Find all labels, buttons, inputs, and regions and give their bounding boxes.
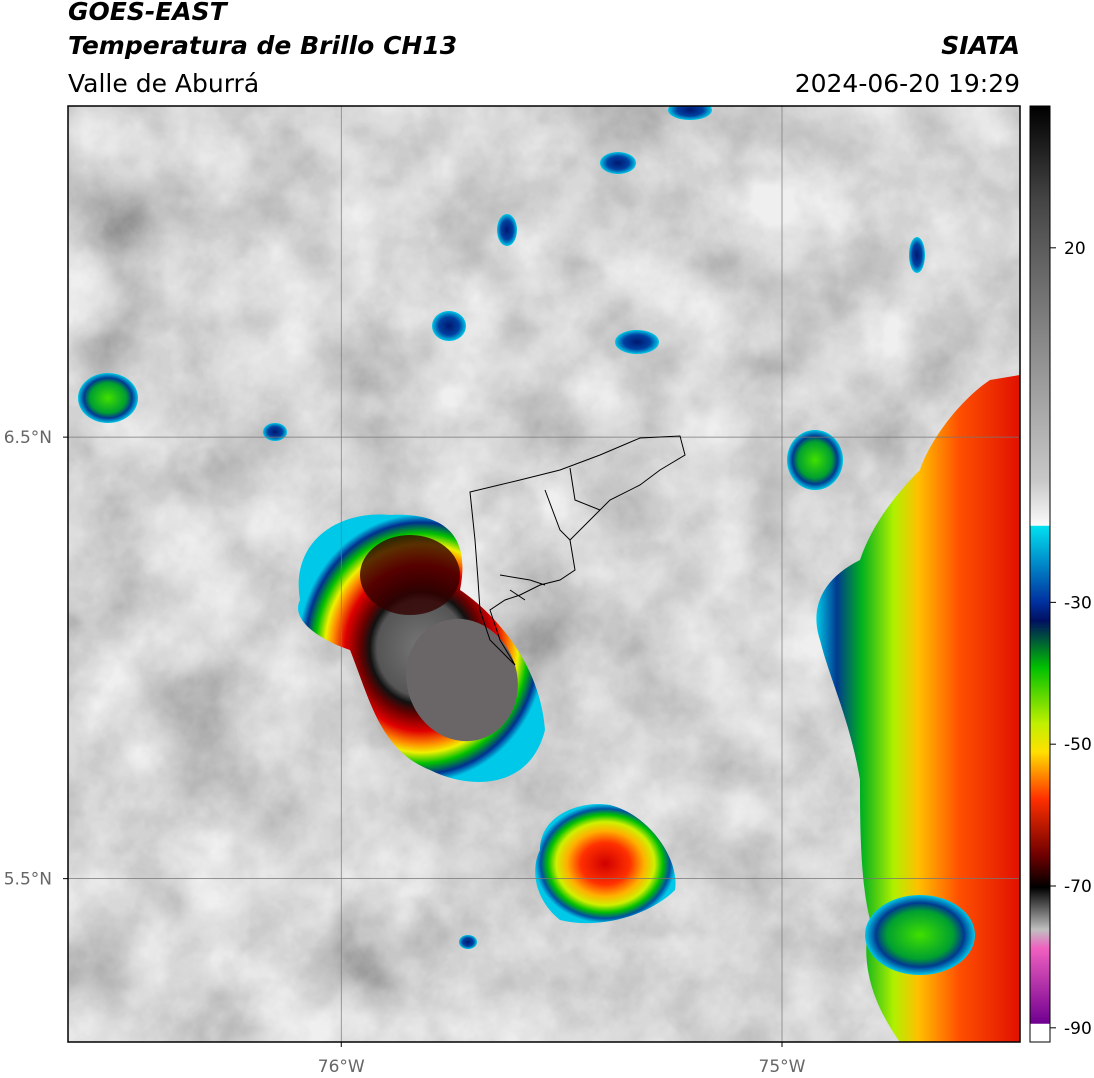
storm-cell (787, 430, 843, 490)
storm-cell (535, 804, 676, 924)
lon-tick-label: 75°W (759, 1057, 806, 1077)
lat-tick-label: 5.5°N (4, 870, 52, 890)
datetime-label: 2024-06-20 19:29 (795, 69, 1020, 98)
storm-cell (459, 935, 477, 949)
storm-cell (615, 330, 659, 354)
colorbar-tick-label: -90 (1064, 1019, 1092, 1039)
cold-core (360, 535, 460, 615)
storm-cell (668, 106, 712, 120)
colorbar-tick-label: -50 (1064, 735, 1092, 755)
graticule (68, 106, 1020, 1042)
colorbar (1029, 105, 1051, 1043)
map-frame (67, 105, 1021, 1043)
cold-core (406, 618, 518, 742)
storm-cell (865, 895, 975, 975)
valley-boundary (469, 435, 686, 666)
region-label: Valle de Aburrá (68, 69, 259, 98)
storm-cell (909, 237, 925, 273)
product-title: Temperatura de Brillo CH13 (68, 31, 457, 60)
lon-tick-label: 76°W (318, 1057, 365, 1077)
source-label: SIATA (941, 31, 1020, 60)
colorbar-tick-label: -30 (1064, 593, 1092, 613)
colorbar-tick-label: -70 (1064, 877, 1092, 897)
storm-cell (432, 311, 466, 341)
lat-tick-label: 6.5°N (4, 428, 52, 448)
storm-cell (497, 214, 517, 246)
storm-band (816, 375, 1020, 1042)
map-area (68, 106, 1020, 1042)
storm-cell (78, 373, 138, 423)
colorbar-tick-label: 20 (1064, 239, 1086, 259)
storm-cell (600, 152, 636, 174)
satellite-title: GOES-EAST (68, 0, 229, 26)
storm-cell (263, 423, 287, 441)
